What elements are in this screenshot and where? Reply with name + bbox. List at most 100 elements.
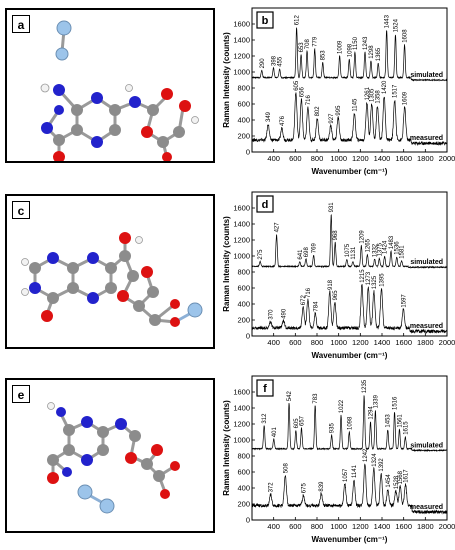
peak-label: 653 <box>299 42 305 53</box>
peak-label: 769 <box>312 243 318 254</box>
peak-label: 1209 <box>359 230 365 244</box>
peak-label: 1215 <box>360 269 366 283</box>
series-label-measured: measured <box>410 504 443 511</box>
panel-letter-b: b <box>256 11 274 29</box>
peak-label: 935 <box>330 423 336 434</box>
peak-label: 1516 <box>393 396 399 410</box>
peak-label: 1098 <box>347 43 353 57</box>
raman-spectrum-b: 0 200 400 600 800 1000 1200 1400 1600 400 600 800 10… <box>222 0 455 180</box>
peak-label: 312 <box>262 413 268 424</box>
y-tick-label: 0 <box>246 516 250 525</box>
peak-label: 672 <box>301 295 307 306</box>
peak-label: 1235 <box>362 379 368 393</box>
peak-label: 716 <box>306 95 312 106</box>
peak-label: 1568 <box>398 470 404 484</box>
peak-label: 1098 <box>347 416 353 430</box>
peak-label: 1057 <box>343 468 349 482</box>
peak-label: 927 <box>329 113 335 124</box>
peak-label: 1424 <box>383 240 389 254</box>
peak-label: 1150 <box>353 36 359 50</box>
peak-label: 1141 <box>352 464 358 478</box>
series-line-simulated <box>251 27 448 82</box>
molecule-panel-a: a <box>5 8 215 163</box>
peak-label: 641 <box>298 249 304 260</box>
y-tick-label: 200 <box>237 500 250 509</box>
molecule-panel-c: c <box>5 194 215 349</box>
peak-label: 1298 <box>369 45 375 59</box>
peak-label: 918 <box>328 279 334 290</box>
peak-label: 995 <box>336 105 342 116</box>
peak-label: 716 <box>306 287 312 298</box>
x-tick-label: 1400 <box>374 154 391 163</box>
peak-label: 1524 <box>393 18 399 32</box>
molecule-structure-e <box>47 402 180 514</box>
peak-label: 1358 <box>375 90 381 104</box>
y-tick-label: 1200 <box>233 52 250 61</box>
peak-label: 1261 <box>365 86 371 100</box>
x-tick-label: 800 <box>311 338 324 347</box>
peak-label: 1131 <box>351 246 357 260</box>
y-tick-label: 400 <box>237 300 250 309</box>
series-line-measured <box>251 284 448 334</box>
y-tick-label: 0 <box>246 332 250 341</box>
x-tick-label: 1000 <box>330 154 347 163</box>
plot-frame <box>251 191 448 337</box>
peak-label: 1528 <box>394 475 400 489</box>
peak-label: 605 <box>294 418 300 429</box>
peak-label: 968 <box>333 230 339 241</box>
y-tick-label: 800 <box>237 84 250 93</box>
y-tick-label: 1600 <box>233 20 250 29</box>
peak-label: 1443 <box>385 14 391 28</box>
molecule-structure-c <box>21 232 203 327</box>
y-tick-label: 1200 <box>233 420 250 429</box>
peak-label: 275 <box>258 249 264 260</box>
peak-label: 455 <box>278 56 284 67</box>
x-tick-label: 1200 <box>352 522 369 531</box>
series-line-measured <box>251 92 448 147</box>
peak-label: 1617 <box>404 469 410 483</box>
peak-label: 349 <box>266 111 272 122</box>
y-tick-label: 1000 <box>233 436 250 445</box>
x-tick-label: 600 <box>289 522 302 531</box>
peak-label: 657 <box>300 415 306 426</box>
plot-frame <box>251 375 448 521</box>
peak-label: 605 <box>294 80 300 91</box>
panel-letter-d: d <box>256 195 274 213</box>
peak-label: 1009 <box>338 40 344 54</box>
peak-label: 1375 <box>377 242 383 256</box>
series-line-simulated <box>251 214 448 269</box>
x-tick-label: 1800 <box>417 154 434 163</box>
peak-label: 1483 <box>389 235 395 249</box>
y-tick-label: 200 <box>237 316 250 325</box>
x-tick-label: 2000 <box>439 338 455 347</box>
y-tick-label: 1200 <box>233 236 250 245</box>
peak-label: 1615 <box>403 421 409 435</box>
peak-label: 542 <box>287 391 293 402</box>
x-tick-label: 1800 <box>417 522 434 531</box>
panel-letter-f: f <box>256 379 274 397</box>
y-tick-label: 400 <box>237 484 250 493</box>
series-line-measured <box>251 463 448 515</box>
y-axis-title: Raman Intensity (counts) <box>222 32 231 128</box>
y-tick-label: 1400 <box>233 36 250 45</box>
peak-label: 1243 <box>363 36 369 50</box>
peak-label: 1305 <box>370 88 376 102</box>
y-tick-label: 600 <box>237 468 250 477</box>
y-axis-title: Raman Intensity (counts) <box>222 216 231 312</box>
peak-label: 1395 <box>379 273 385 287</box>
x-tick-label: 600 <box>289 338 302 347</box>
peak-label: 476 <box>280 115 286 126</box>
raman-spectrum-d: 0 200 400 600 800 1000 1200 1400 1600 400 600 800 10… <box>222 184 455 364</box>
peak-label: 1075 <box>345 243 351 257</box>
peak-label: 1561 <box>397 414 403 428</box>
peak-label: 853 <box>321 50 327 61</box>
y-tick-label: 200 <box>237 132 250 141</box>
x-axis-title: Wavenumber (cm⁻¹) <box>312 535 388 544</box>
peak-label: 508 <box>283 463 289 474</box>
peak-label: 1453 <box>386 414 392 428</box>
raman-chart-d: 0 200 400 600 800 1000 1200 1400 1600 400 600 800 10… <box>222 191 455 360</box>
peak-label: 370 <box>268 309 274 320</box>
peak-label: 372 <box>269 482 275 493</box>
peak-label: 656 <box>299 87 305 98</box>
peak-label: 1365 <box>376 47 382 61</box>
